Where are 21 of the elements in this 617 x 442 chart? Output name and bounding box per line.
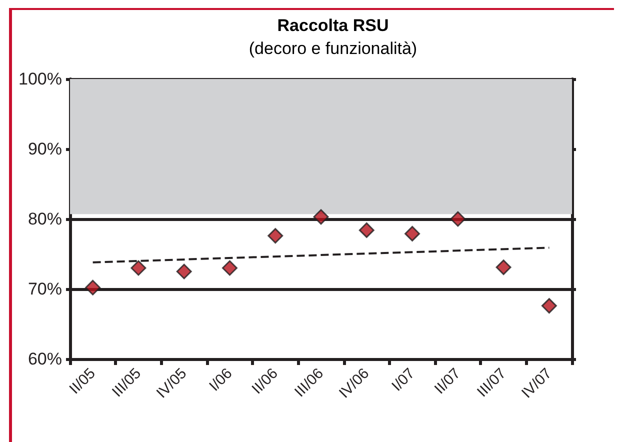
point	[130, 260, 146, 276]
point	[313, 209, 329, 225]
point	[541, 298, 557, 314]
x-tick-label: I/07	[388, 364, 418, 395]
x-tick-label: I/06	[206, 364, 236, 395]
y-tick-label: 100%	[18, 70, 62, 88]
point	[358, 222, 374, 238]
x-tick-label: II/06	[248, 364, 282, 398]
point	[222, 260, 238, 276]
y-tick-label: 80%	[28, 210, 62, 228]
point	[268, 228, 284, 244]
y-tick-label: 60%	[28, 350, 62, 368]
y-tick-label: 90%	[28, 140, 62, 158]
point	[85, 280, 101, 296]
point	[496, 260, 512, 276]
point	[176, 264, 192, 280]
point	[450, 211, 466, 227]
point	[404, 226, 420, 242]
chart-subtitle: (decoro e funzionalità)	[248, 39, 418, 58]
chart-title: Raccolta RSU	[277, 16, 389, 35]
y-tick-label: 70%	[28, 280, 62, 298]
